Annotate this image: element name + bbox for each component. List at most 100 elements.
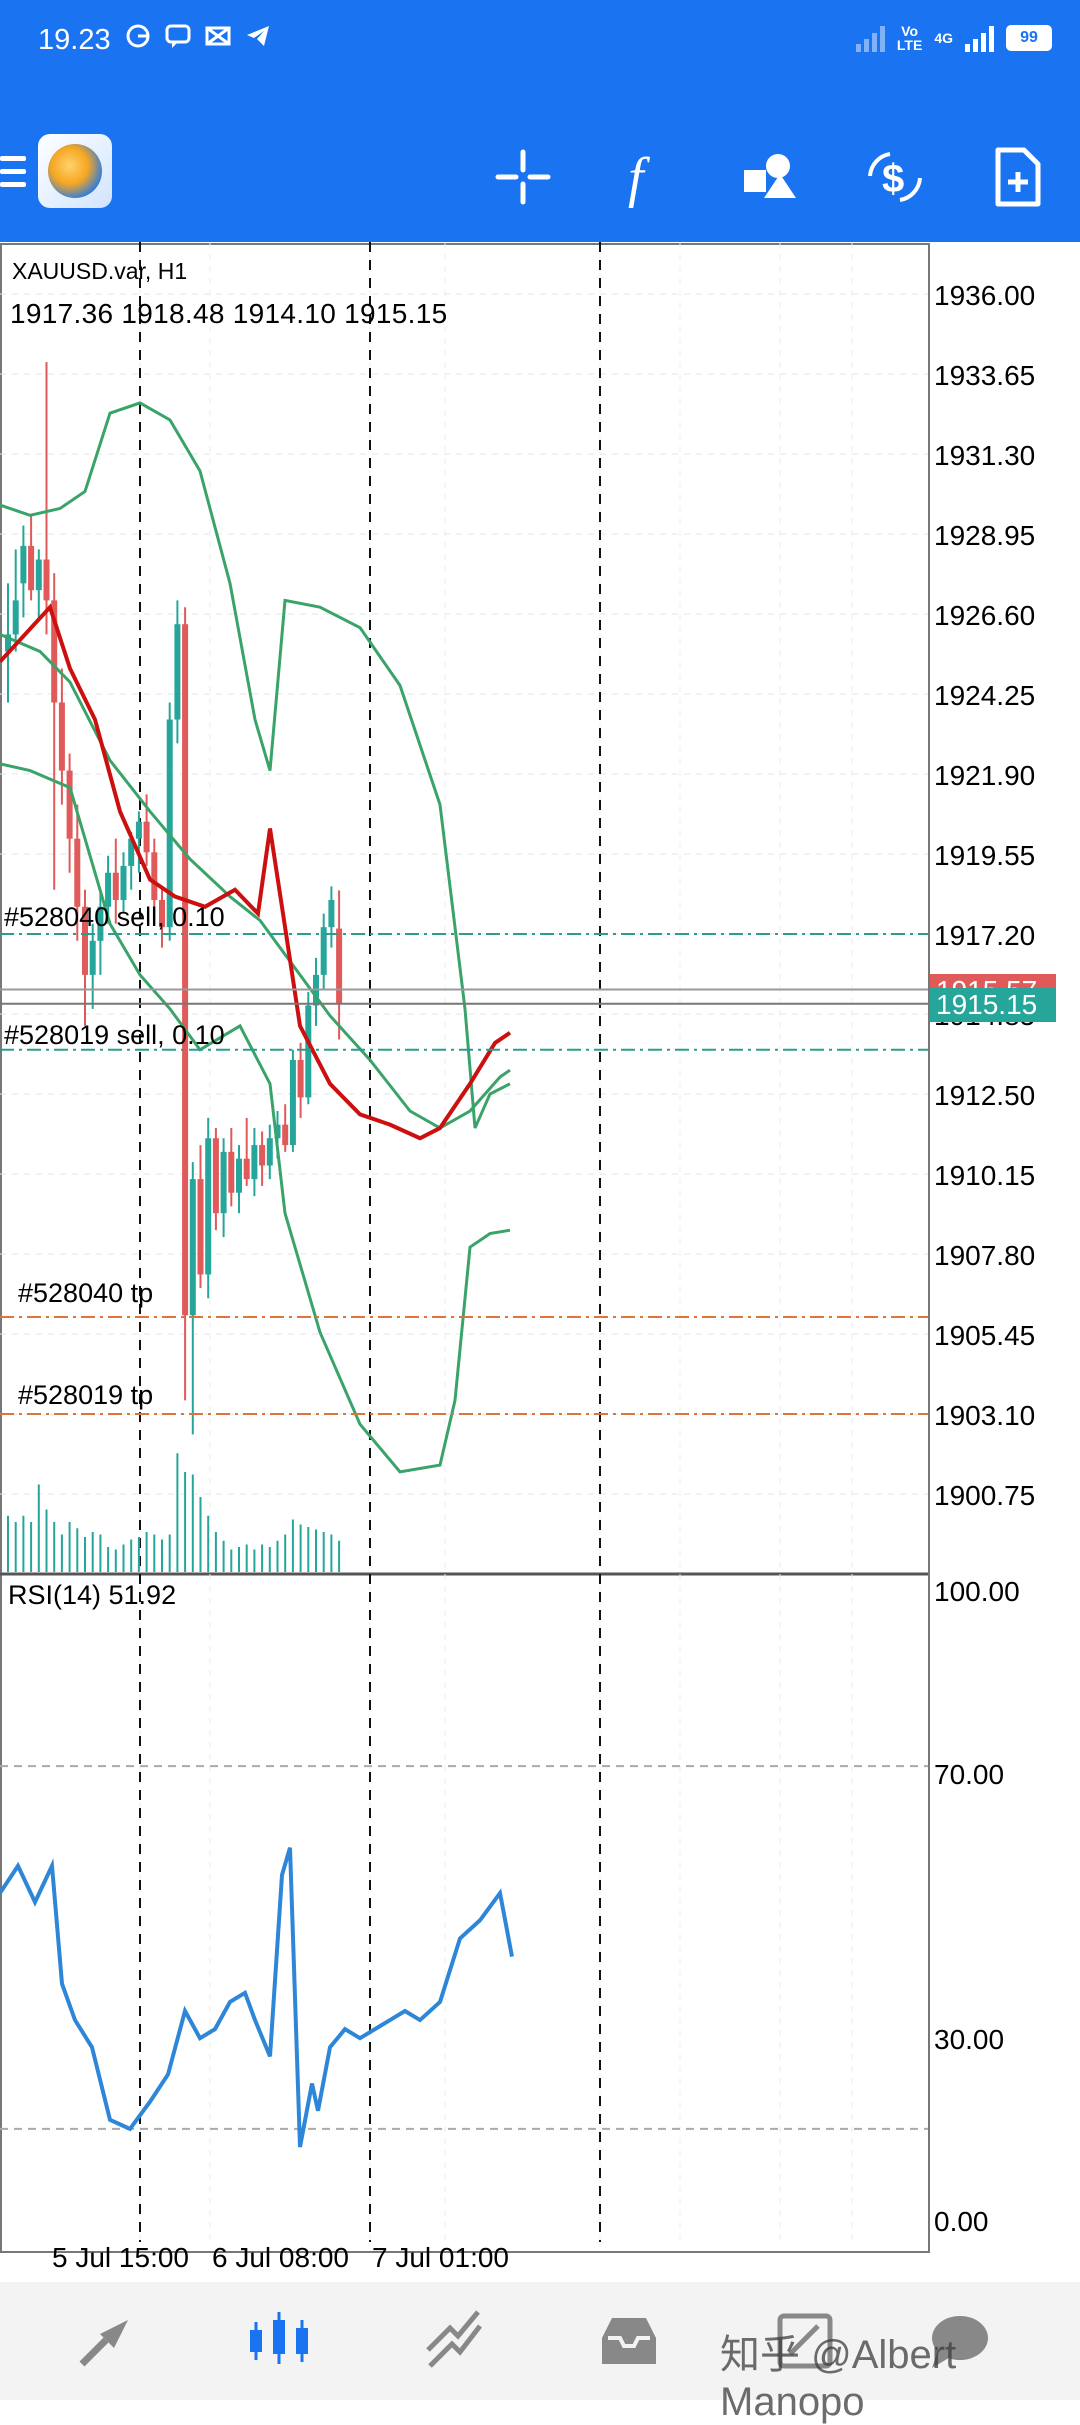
chart-symbol: XAUUSD.var, H1 [12, 258, 188, 284]
candle-body [5, 634, 11, 652]
time-tick: 6 Jul 08:00 [212, 2242, 349, 2273]
ohlc-values: 1917.36 1918.48 1914.10 1915.15 [10, 298, 448, 329]
capcut-icon [205, 26, 231, 46]
nav-journal[interactable] [770, 2306, 840, 2376]
candle-body [12, 600, 19, 635]
candle-body [328, 899, 335, 928]
svg-text:f: f [628, 147, 651, 209]
candle-body [251, 1145, 258, 1180]
candle-body [51, 600, 58, 703]
price-tick: 1921.90 [934, 760, 1036, 791]
chat-bubble-icon [932, 2316, 988, 2368]
menu-icon[interactable] [0, 156, 26, 195]
tp-label-528040[interactable]: #528040 tp [18, 1278, 154, 1308]
candle-body [189, 1179, 196, 1316]
candle-body [336, 928, 343, 1004]
nav-trade[interactable] [420, 2306, 490, 2376]
bollinger-middle [0, 633, 511, 1130]
price-tick: 1907.80 [934, 1240, 1036, 1271]
candle-body [120, 865, 127, 900]
price-tick: 1933.65 [934, 360, 1036, 391]
nav-history[interactable] [594, 2306, 664, 2376]
chat-icon [165, 24, 191, 48]
order-label-528040[interactable]: #528040 sell, 0.10 [4, 902, 225, 932]
trend-lines-icon [426, 2310, 482, 2368]
bollinger-upper [0, 401, 511, 1129]
svg-text:$: $ [882, 157, 904, 201]
price-tick: 1919.55 [934, 840, 1036, 871]
currency-cycle-icon: $ [868, 152, 922, 202]
add-document-icon [995, 147, 1041, 207]
volte-indicator: Vo LTE [896, 23, 923, 53]
candle-body [105, 872, 112, 907]
bottom-navigation: 知乎 @Albert Manopo [0, 2282, 1080, 2424]
rsi-tick: 100.00 [934, 1576, 1020, 1607]
candle-body [274, 1124, 281, 1139]
price-tick: 1926.60 [934, 600, 1036, 631]
candle-body [82, 906, 88, 975]
chart-canvas[interactable] [0, 242, 1080, 2282]
moving-average [0, 603, 512, 1141]
candle-body [35, 559, 42, 591]
shapes-icon [744, 154, 796, 198]
status-bar: 19.23 Vo LTE 4G 99 [0, 0, 1080, 82]
price-tick: 1928.95 [934, 520, 1036, 551]
candle-body [320, 927, 327, 975]
price-tick: 1905.45 [934, 1320, 1036, 1351]
rsi-tick: 70.00 [934, 1759, 1005, 1790]
rsi-line [0, 1847, 514, 2148]
candle-body [259, 1145, 266, 1166]
candle-body [159, 899, 165, 928]
crosshair-icon [495, 149, 551, 205]
candle-body [97, 906, 104, 941]
candle-body [236, 1158, 242, 1193]
candle-body [89, 940, 96, 975]
function-icon: f [628, 147, 651, 209]
network-type: 4G [934, 30, 953, 46]
indicators-button[interactable]: f [610, 142, 680, 212]
candle-body [128, 838, 135, 866]
candle-body [43, 559, 50, 601]
nav-quotes[interactable] [72, 2306, 142, 2376]
candle-body [243, 1158, 250, 1180]
nav-chart[interactable] [244, 2306, 314, 2376]
rsi-label: RSI(14) 51.92 [8, 1580, 177, 1610]
candle-body [28, 545, 35, 591]
candle-body [174, 624, 181, 720]
candle-body [197, 1179, 204, 1275]
notification-icons [124, 22, 272, 50]
price-tick: 1924.25 [934, 680, 1036, 711]
candle-body [166, 719, 173, 928]
status-time: 19.23 [38, 24, 111, 56]
time-tick: 7 Jul 01:00 [372, 2242, 509, 2273]
price-tick: 1931.30 [934, 440, 1036, 471]
app-logo[interactable] [38, 134, 112, 208]
crosshair-button[interactable] [488, 142, 558, 212]
rsi-tick: 0.00 [934, 2206, 989, 2237]
watermark-text: 知乎 @Albert Manopo [720, 2333, 957, 2424]
signal-2-icon [965, 24, 994, 52]
timeframe-button[interactable]: $ [860, 142, 930, 212]
objects-button[interactable] [734, 142, 804, 212]
candle-body [305, 1005, 312, 1098]
new-order-button[interactable] [982, 142, 1052, 212]
system-status: Vo LTE 4G 99 [855, 23, 1052, 53]
price-tick: 1903.10 [934, 1400, 1036, 1431]
tp-label-528019[interactable]: #528019 tp [18, 1380, 154, 1410]
candle-body [228, 1151, 235, 1193]
price-tick: 1900.75 [934, 1480, 1036, 1511]
candle-body [20, 545, 27, 584]
nav-messages[interactable] [924, 2306, 994, 2376]
candle-body [266, 1138, 273, 1166]
order-label-528019[interactable]: #528019 sell, 0.10 [4, 1020, 225, 1050]
candle-body [74, 838, 81, 907]
bid-price-tag: 1915.15 [930, 988, 1056, 1022]
time-tick: 5 Jul 15:00 [52, 2242, 189, 2273]
candle-body [282, 1124, 289, 1146]
candle-body [220, 1151, 227, 1214]
price-chart[interactable]: XAUUSD.var, H1 1917.36 1918.48 1914.10 1… [0, 242, 1080, 2282]
top-toolbar: f $ [0, 82, 1080, 242]
price-tick: 1936.00 [934, 280, 1036, 311]
candle-body [58, 702, 65, 771]
candle-body [289, 1059, 296, 1146]
